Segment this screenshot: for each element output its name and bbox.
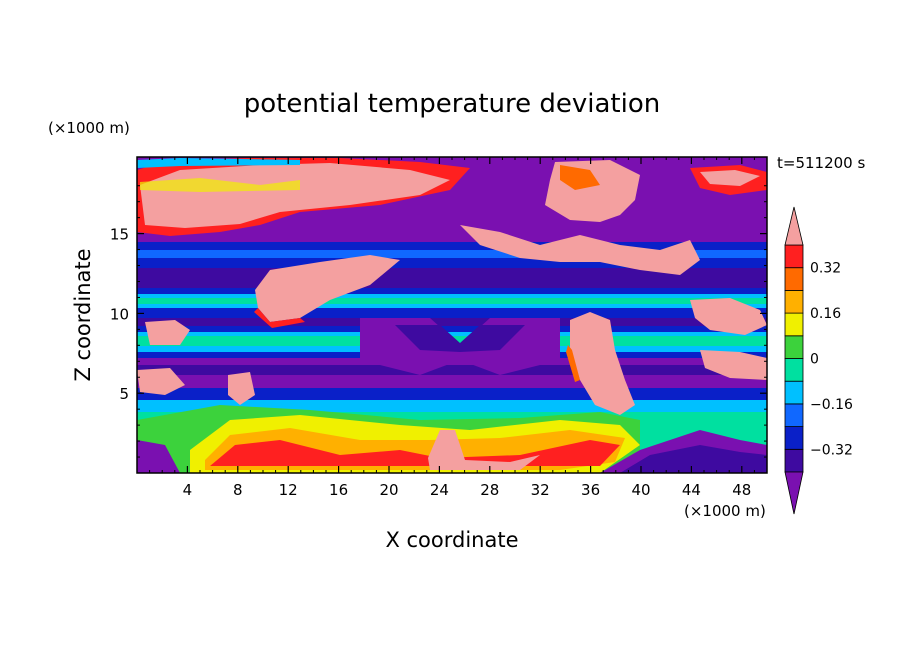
x-tick-label: 48 bbox=[732, 481, 751, 499]
right-pink-cluster bbox=[690, 298, 767, 335]
top-far-right-core bbox=[700, 170, 760, 186]
band-base-dark bbox=[137, 365, 767, 375]
colorbar-label: −0.32 bbox=[810, 442, 853, 458]
x-tick-label: 36 bbox=[581, 481, 600, 499]
x-tick-label: 24 bbox=[430, 481, 449, 499]
colorbar-segment bbox=[784, 335, 804, 359]
colorbar-max-arrow bbox=[784, 206, 804, 246]
chart-title: potential temperature deviation bbox=[244, 89, 660, 119]
x-tick-label: 8 bbox=[233, 481, 243, 499]
top-left-yellow-edge bbox=[140, 178, 300, 192]
lower-pink-core bbox=[428, 430, 540, 470]
band-low-dark bbox=[137, 318, 767, 328]
x-tick-label: 44 bbox=[682, 481, 701, 499]
colorbar-segment bbox=[784, 289, 804, 314]
colorbar-segment bbox=[784, 267, 804, 291]
colorbar-segment bbox=[784, 244, 804, 269]
colorbar-label: 0.16 bbox=[810, 306, 841, 322]
y-tick-label: 15 bbox=[110, 226, 129, 244]
x-tick-label: 32 bbox=[531, 481, 550, 499]
y-tick-label: 5 bbox=[119, 385, 129, 403]
right-pink-column bbox=[570, 312, 635, 415]
band-mid-green bbox=[137, 298, 767, 304]
y-unit-label: (×1000 m) bbox=[48, 119, 130, 137]
top-right-edge bbox=[560, 165, 600, 190]
colorbar-label: −0.16 bbox=[810, 397, 853, 413]
colorbar-segment bbox=[784, 312, 804, 337]
colorbar: 0.32 0.16 0 −0.16 −0.32 bbox=[784, 206, 853, 515]
lower-red-band bbox=[210, 440, 620, 466]
y-tick-label: 10 bbox=[110, 305, 129, 323]
left-wedge-edge bbox=[254, 308, 305, 328]
y-axis-label: Z coordinate bbox=[71, 248, 95, 381]
colorbar-label: 0.32 bbox=[810, 261, 841, 277]
lower-right-darkblue bbox=[620, 445, 767, 473]
left-pink-wedge bbox=[255, 255, 400, 322]
x-tick-label: 16 bbox=[329, 481, 348, 499]
x-tick-label: 4 bbox=[183, 481, 193, 499]
colorbar-label: 0 bbox=[810, 352, 819, 368]
x-tick-label: 28 bbox=[480, 481, 499, 499]
colorbar-min-arrow bbox=[784, 471, 804, 515]
colorbar-segment bbox=[784, 448, 804, 473]
lower-left-purple bbox=[137, 440, 180, 473]
left-low-pink bbox=[228, 372, 255, 405]
center-pink-ridge bbox=[460, 225, 700, 275]
x-axis-label: X coordinate bbox=[385, 528, 518, 552]
colorbar-segment bbox=[784, 358, 804, 382]
colorbar-segment bbox=[784, 426, 804, 450]
x-axis-ticks: 4 8 12 16 20 24 28 32 36 40 44 48 bbox=[149, 157, 755, 499]
y-axis-ticks: 5 10 15 bbox=[110, 185, 767, 458]
colorbar-segment bbox=[784, 380, 804, 405]
colorbar-segment bbox=[784, 403, 804, 427]
x-tick-label: 40 bbox=[631, 481, 650, 499]
central-x-inner bbox=[395, 325, 525, 352]
left-mid-pink bbox=[137, 368, 185, 395]
right-column-edge bbox=[566, 345, 580, 382]
x-tick-label: 12 bbox=[279, 481, 298, 499]
contour-field bbox=[137, 157, 767, 473]
x-tick-label: 20 bbox=[379, 481, 398, 499]
band-upper-light bbox=[137, 250, 767, 258]
top-blue-wedge bbox=[137, 158, 300, 168]
x-unit-label: (×1000 m) bbox=[684, 502, 766, 520]
left-scatter-pink bbox=[145, 320, 190, 345]
top-left-pink-core bbox=[140, 163, 450, 228]
time-label: t=511200 s bbox=[777, 154, 865, 172]
right-edge-cluster bbox=[700, 350, 767, 380]
